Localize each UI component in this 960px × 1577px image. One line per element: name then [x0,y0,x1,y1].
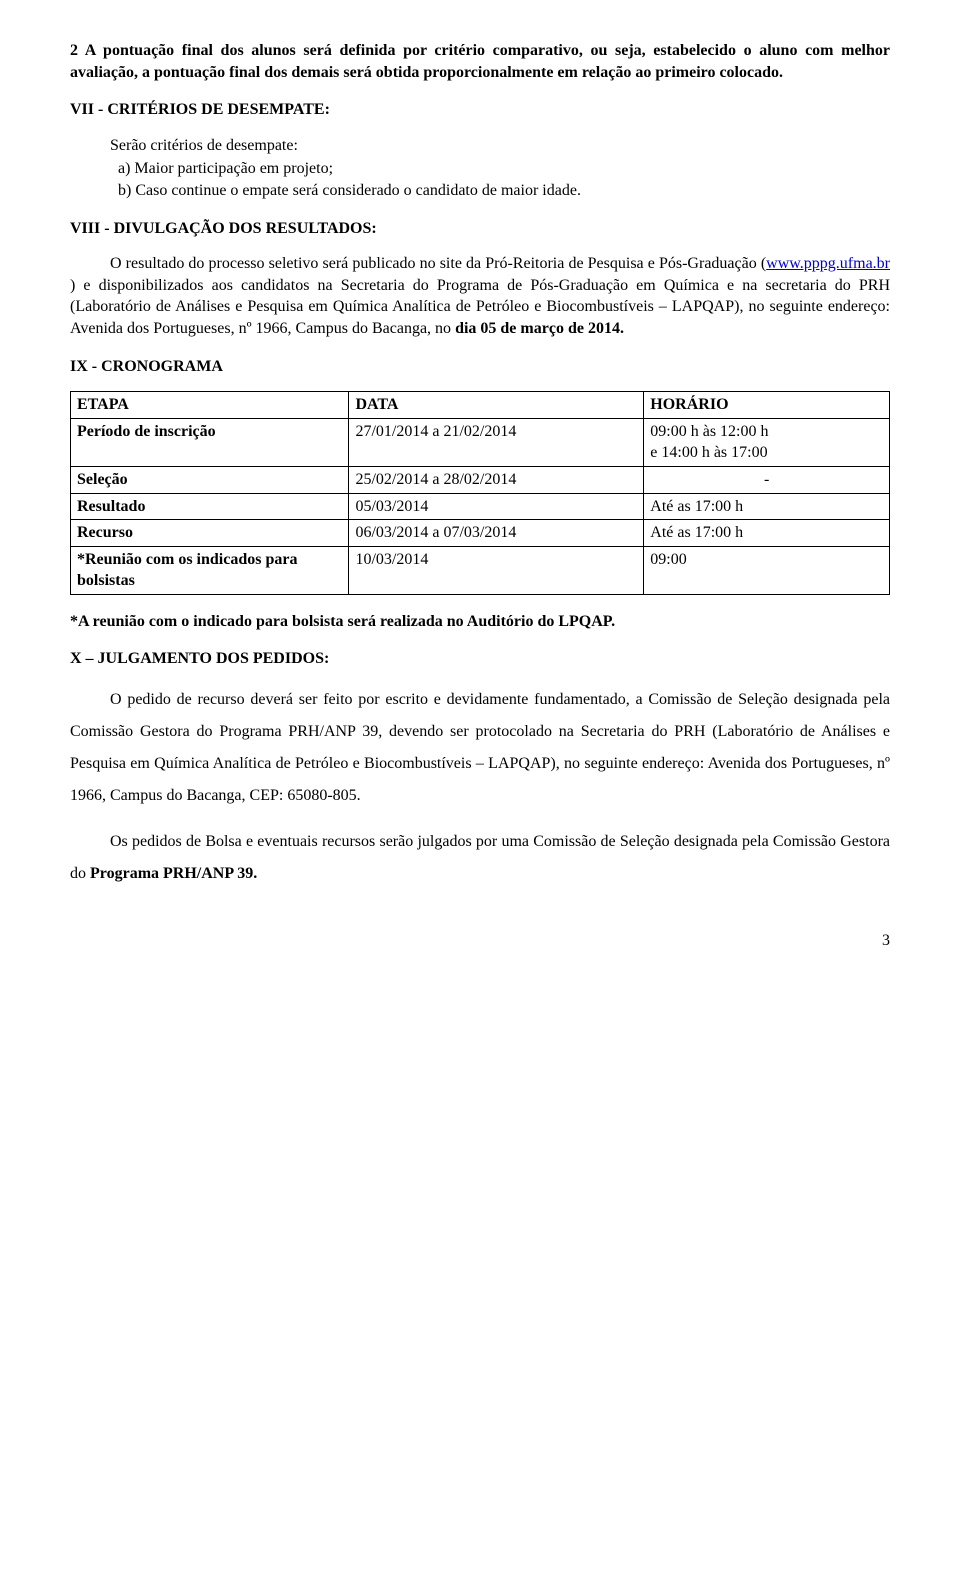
desempate-intro: Serão critérios de desempate: [70,135,890,157]
heading-viii: VIII - DIVULGAÇÃO DOS RESULTADOS: [70,218,890,240]
table-cell: 05/03/2014 [349,493,644,520]
table-row: *Reunião com os indicados para bolsistas… [71,546,890,594]
table-cell: - [644,466,890,493]
julgamento-paragraph-2: Os pedidos de Bolsa e eventuais recursos… [70,826,890,890]
para-prefix-2: 2 [70,42,85,59]
table-header-cell: HORÁRIO [644,392,890,419]
paragraph-scoring: 2 A pontuação final dos alunos será defi… [70,40,890,83]
document-page: 2 A pontuação final dos alunos será defi… [0,0,960,992]
table-cell: 06/03/2014 a 07/03/2014 [349,520,644,547]
table-cell: Até as 17:00 h [644,520,890,547]
table-cell: Seleção [71,466,349,493]
page-number: 3 [70,930,890,952]
table-cell: Recurso [71,520,349,547]
para-scoring-text: A pontuação final dos alunos será defini… [70,42,890,81]
table-cell: Período de inscrição [71,418,349,466]
programa-name: Programa PRH/ANP 39. [90,865,257,882]
table-cell: 25/02/2014 a 28/02/2014 [349,466,644,493]
resultado-date: dia 05 de março de 2014. [455,320,624,337]
table-header-row: ETAPADATAHORÁRIO [71,392,890,419]
resultado-paragraph: O resultado do processo seletivo será pu… [70,253,890,339]
julgamento-paragraph-1: O pedido de recurso deverá ser feito por… [70,684,890,812]
heading-x: X – JULGAMENTO DOS PEDIDOS: [70,648,890,670]
table-cell: *Reunião com os indicados para bolsistas [71,546,349,594]
link-pppg-ufma[interactable]: www.pppg.ufma.br [766,255,890,272]
desempate-item-b: b) Caso continue o empate será considera… [100,180,890,202]
table-row: Resultado05/03/2014Até as 17:00 h [71,493,890,520]
table-cell: 09:00 [644,546,890,594]
reuniao-note: *A reunião com o indicado para bolsista … [70,611,890,633]
table-cell: Até as 17:00 h [644,493,890,520]
table-row: Seleção25/02/2014 a 28/02/2014- [71,466,890,493]
table-cell: Resultado [71,493,349,520]
desempate-item-a: a) Maior participação em projeto; [100,158,890,180]
table-cell: 09:00 h às 12:00 h e 14:00 h às 17:00 [644,418,890,466]
table-row: Recurso06/03/2014 a 07/03/2014Até as 17:… [71,520,890,547]
table-cell: 27/01/2014 a 21/02/2014 [349,418,644,466]
table-cell: 10/03/2014 [349,546,644,594]
heading-vii: VII - CRITÉRIOS DE DESEMPATE: [70,99,890,121]
table-row: Período de inscrição27/01/2014 a 21/02/2… [71,418,890,466]
cronograma-table: ETAPADATAHORÁRIOPeríodo de inscrição27/0… [70,391,890,595]
heading-ix: IX - CRONOGRAMA [70,356,890,378]
table-header-cell: ETAPA [71,392,349,419]
resultado-text-a: O resultado do processo seletivo será pu… [110,255,766,272]
table-header-cell: DATA [349,392,644,419]
